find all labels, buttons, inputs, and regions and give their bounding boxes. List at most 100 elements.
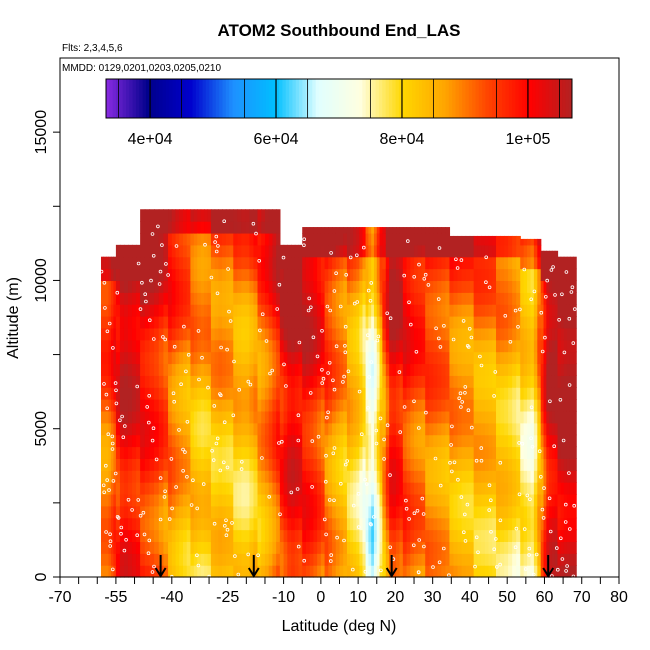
sample-point bbox=[462, 512, 467, 517]
sample-point bbox=[366, 405, 370, 410]
heatmap-cell bbox=[356, 375, 360, 388]
heatmap-cell bbox=[253, 232, 259, 246]
heatmap-cell bbox=[373, 292, 378, 305]
heatmap-cell bbox=[241, 387, 246, 400]
heatmap-cell bbox=[214, 493, 219, 507]
colorbar-segment bbox=[375, 79, 380, 118]
sample-point bbox=[296, 544, 301, 549]
heatmap-cell bbox=[560, 553, 565, 566]
heatmap-cell bbox=[214, 470, 219, 483]
heatmap-cell bbox=[110, 470, 115, 483]
heatmap-cell bbox=[343, 565, 348, 578]
heatmap-cell bbox=[253, 446, 259, 459]
heatmap-cell bbox=[368, 268, 372, 282]
heatmap-cell bbox=[171, 446, 177, 459]
heatmap-cell bbox=[100, 292, 105, 305]
heatmap-cell bbox=[190, 351, 195, 365]
heatmap-cell bbox=[441, 268, 446, 282]
heatmap-cell bbox=[324, 493, 329, 507]
heatmap-cell bbox=[406, 316, 411, 329]
heatmap-cell bbox=[560, 256, 565, 270]
colorbar-segment bbox=[475, 79, 480, 118]
sample-point bbox=[310, 439, 315, 443]
heatmap-cell bbox=[396, 232, 401, 246]
heatmap-cell bbox=[222, 304, 227, 317]
heatmap-cell bbox=[379, 387, 383, 400]
heatmap-cell bbox=[136, 434, 141, 448]
sample-point bbox=[212, 521, 217, 526]
heatmap-cell bbox=[190, 387, 195, 400]
colorbar-segment bbox=[285, 79, 290, 118]
colorbar-segment bbox=[462, 79, 466, 118]
sample-point bbox=[268, 371, 272, 376]
heatmap-cell bbox=[445, 517, 451, 531]
heatmap-cell bbox=[163, 339, 169, 353]
heatmap-cell bbox=[204, 280, 209, 293]
heatmap-cell bbox=[382, 363, 387, 376]
heatmap-cell bbox=[305, 422, 311, 436]
heatmap-cell bbox=[149, 446, 155, 459]
heatmap-cell bbox=[492, 517, 497, 531]
heatmap-cell bbox=[392, 422, 397, 436]
heatmap-cell bbox=[190, 327, 195, 341]
heatmap-cell bbox=[350, 280, 354, 293]
heatmap-cell bbox=[414, 470, 419, 483]
heatmap-cell bbox=[500, 399, 505, 412]
heatmap-cell bbox=[481, 235, 486, 246]
heatmap-cell bbox=[437, 505, 442, 519]
heatmap-cell bbox=[429, 316, 434, 329]
heatmap-cell bbox=[527, 422, 532, 436]
heatmap-cell bbox=[154, 458, 160, 471]
heatmap-cell bbox=[190, 209, 195, 222]
heatmap-cell bbox=[449, 268, 455, 282]
heatmap-cell bbox=[389, 446, 394, 459]
heatmap-cell bbox=[136, 470, 141, 483]
heatmap-cell bbox=[484, 387, 490, 400]
heatmap-cell bbox=[445, 232, 451, 246]
heatmap-cell bbox=[119, 304, 125, 317]
heatmap-cell bbox=[115, 482, 121, 495]
sample-point bbox=[326, 371, 330, 375]
heatmap-cell bbox=[186, 363, 192, 376]
heatmap-cell bbox=[324, 434, 329, 448]
heatmap-cell bbox=[492, 446, 497, 459]
heatmap-cell bbox=[365, 446, 369, 459]
heatmap-cell bbox=[368, 256, 372, 270]
heatmap-cell bbox=[437, 387, 442, 400]
heatmap-cell bbox=[154, 399, 160, 412]
heatmap-cell bbox=[305, 327, 311, 341]
heatmap-cell bbox=[328, 351, 333, 365]
sample-point bbox=[246, 552, 251, 557]
heatmap-cell bbox=[473, 517, 478, 531]
heatmap-cell bbox=[200, 327, 205, 341]
heatmap-cell bbox=[573, 387, 577, 400]
heatmap-cell bbox=[249, 351, 255, 365]
heatmap-cell bbox=[123, 375, 129, 388]
heatmap-cell bbox=[533, 256, 538, 270]
heatmap-cell bbox=[171, 351, 177, 365]
sample-point bbox=[219, 345, 223, 350]
heatmap-cell bbox=[469, 387, 475, 400]
heatmap-cell bbox=[557, 316, 562, 329]
heatmap-cell bbox=[225, 221, 231, 234]
heatmap-cell bbox=[365, 292, 369, 305]
heatmap-cell bbox=[123, 529, 129, 543]
heatmap-cell bbox=[149, 565, 155, 578]
heatmap-cell bbox=[225, 541, 231, 554]
heatmap-cell bbox=[488, 387, 493, 400]
sample-point bbox=[189, 503, 194, 507]
colorbar-segment bbox=[192, 79, 197, 118]
sample-point bbox=[376, 334, 381, 339]
heatmap-cell bbox=[163, 244, 169, 258]
sample-point bbox=[523, 567, 528, 571]
heatmap-cell bbox=[168, 493, 173, 507]
heatmap-cell bbox=[396, 422, 401, 436]
heatmap-cell bbox=[193, 339, 198, 353]
heatmap-cell bbox=[457, 268, 463, 282]
heatmap-cell bbox=[233, 529, 238, 543]
heatmap-cell bbox=[279, 493, 285, 507]
heatmap-cell bbox=[425, 327, 430, 341]
heatmap-cell bbox=[429, 541, 434, 554]
heatmap-cell bbox=[406, 565, 411, 578]
heatmap-cell bbox=[294, 244, 300, 258]
